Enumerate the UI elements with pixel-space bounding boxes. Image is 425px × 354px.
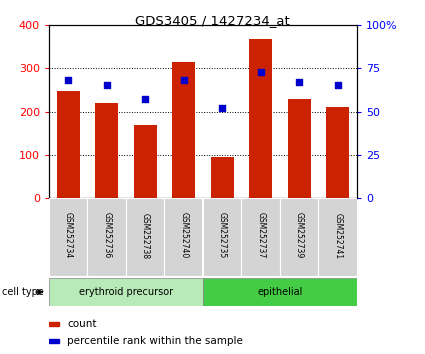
Text: erythroid precursor: erythroid precursor [79, 287, 173, 297]
Text: GSM252741: GSM252741 [333, 212, 342, 259]
Point [219, 105, 226, 111]
Point [334, 82, 341, 88]
Bar [241, 198, 280, 276]
Point [142, 97, 149, 102]
Text: GSM252740: GSM252740 [179, 212, 188, 259]
Bar [88, 198, 126, 276]
Bar [57, 91, 79, 198]
Bar [211, 157, 234, 198]
Point [180, 78, 187, 83]
Text: GSM252734: GSM252734 [64, 212, 73, 259]
Text: GSM252735: GSM252735 [218, 212, 227, 259]
Point [65, 78, 71, 83]
Text: GSM252738: GSM252738 [141, 212, 150, 259]
Bar [95, 103, 118, 198]
Bar [172, 62, 195, 198]
Text: GDS3405 / 1427234_at: GDS3405 / 1427234_at [135, 14, 290, 27]
Point [296, 79, 303, 85]
Bar [203, 198, 241, 276]
Text: cell type: cell type [2, 287, 44, 297]
Bar [126, 198, 164, 276]
Bar [49, 198, 88, 276]
Bar [203, 278, 357, 306]
Bar [326, 107, 349, 198]
Bar [133, 125, 157, 198]
Text: GSM252736: GSM252736 [102, 212, 111, 259]
Bar [164, 198, 203, 276]
Text: GSM252737: GSM252737 [256, 212, 265, 259]
Point [257, 69, 264, 74]
Text: percentile rank within the sample: percentile rank within the sample [67, 336, 243, 346]
Bar [249, 39, 272, 198]
Bar [49, 339, 60, 343]
Bar [280, 198, 318, 276]
Text: epithelial: epithelial [257, 287, 303, 297]
Bar [318, 198, 357, 276]
Bar [49, 322, 60, 326]
Text: GSM252739: GSM252739 [295, 212, 304, 259]
Text: count: count [67, 319, 97, 329]
Point [103, 82, 110, 88]
Bar [49, 278, 203, 306]
Bar [288, 98, 311, 198]
